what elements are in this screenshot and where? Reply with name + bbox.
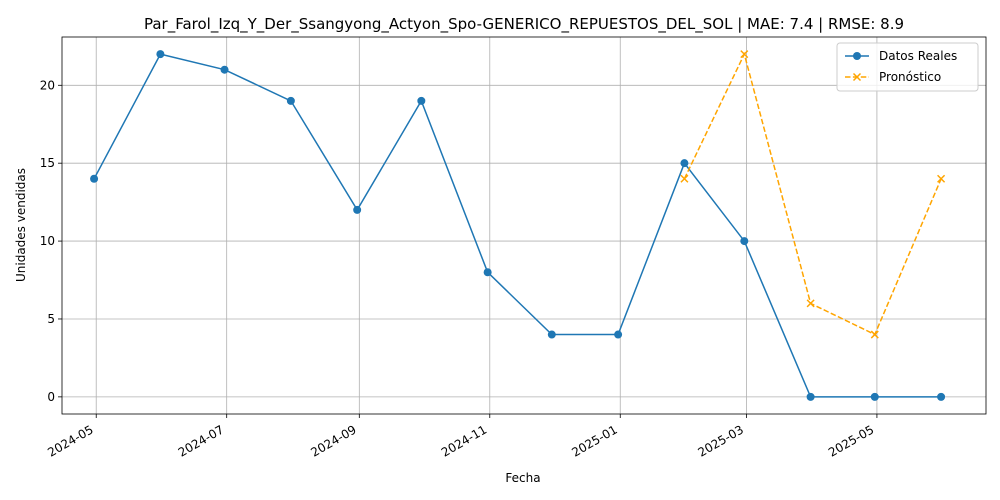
series-actual xyxy=(90,50,946,401)
grid xyxy=(62,37,986,414)
data-point xyxy=(547,330,556,339)
data-point xyxy=(483,268,492,277)
series-line xyxy=(93,53,942,398)
chart-title: Par_Farol_Izq_Y_Der_Ssangyong_Actyon_Spo… xyxy=(144,15,904,34)
data-point xyxy=(353,205,362,214)
y-axis-label: Unidades vendidas xyxy=(14,168,28,282)
data-point xyxy=(286,96,295,105)
data-point xyxy=(806,392,815,401)
data-point xyxy=(870,392,879,401)
data-point xyxy=(90,174,99,183)
y-tick-label: 20 xyxy=(40,78,55,92)
data-point xyxy=(740,50,749,59)
y-tick-label: 0 xyxy=(47,390,55,404)
data-point xyxy=(806,299,815,308)
data-point xyxy=(937,392,946,401)
series-forecast xyxy=(680,50,946,339)
y-tick-label: 15 xyxy=(40,156,55,170)
y-tick-label: 5 xyxy=(47,312,55,326)
legend-label-actual: Datos Reales xyxy=(879,49,957,63)
series-group xyxy=(90,50,946,401)
data-point xyxy=(870,330,879,339)
plot-frame xyxy=(61,36,987,415)
y-axis-ticks: 0 5 10 15 20 xyxy=(40,78,62,404)
data-point xyxy=(937,174,946,183)
data-point xyxy=(417,96,426,105)
legend-marker-forecast xyxy=(852,72,862,82)
legend-marker-actual xyxy=(853,52,861,60)
data-point xyxy=(740,237,749,246)
legend-box xyxy=(836,42,979,92)
data-point xyxy=(220,65,229,74)
legend-label-forecast: Pronóstico xyxy=(879,70,941,84)
axes-frame xyxy=(61,36,987,415)
data-point xyxy=(680,159,689,168)
legend: Datos Reales Pronóstico xyxy=(836,42,979,92)
x-axis-label: Fecha xyxy=(505,471,540,485)
y-tick-label: 10 xyxy=(40,234,55,248)
data-point xyxy=(156,50,165,59)
data-point xyxy=(614,330,623,339)
data-point xyxy=(680,174,689,183)
